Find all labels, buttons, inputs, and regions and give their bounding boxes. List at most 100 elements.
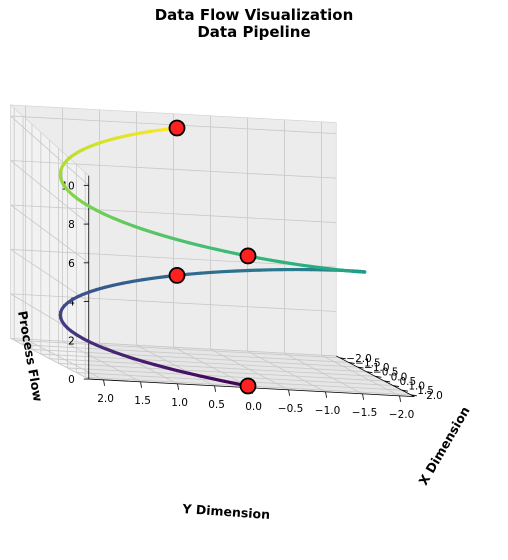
gridline-y-floor	[25, 338, 104, 381]
helix-segment	[187, 241, 203, 248]
helix-segment	[175, 368, 191, 375]
helix-segment	[290, 262, 304, 267]
y-tick-mark	[214, 385, 216, 392]
x-tick-mark	[410, 394, 417, 397]
y-tick-label: 2.0	[97, 393, 114, 405]
x-tick-mark	[357, 366, 364, 369]
gridline-z-side	[10, 115, 90, 186]
helix-segment	[121, 132, 135, 139]
y-tick-label: −0.5	[278, 403, 304, 415]
helix-segment	[141, 276, 156, 282]
helix-segment	[152, 231, 168, 238]
y-tick-mark	[288, 389, 290, 396]
helix-segment	[198, 374, 215, 381]
helix-segment	[112, 350, 125, 357]
helix-segment	[210, 269, 227, 274]
x-tick-label: 0.0	[391, 371, 408, 383]
helix-segment	[163, 234, 179, 242]
gridline-z-back	[10, 204, 337, 223]
highlight-point	[239, 377, 257, 395]
helix-segment	[257, 256, 273, 262]
helix-segment	[269, 258, 284, 264]
helix-segment	[131, 130, 146, 137]
gridline-y-floor	[62, 340, 141, 383]
x-tick-label: 1.0	[408, 381, 425, 393]
helix-segment	[163, 366, 179, 373]
helix-segment	[131, 356, 145, 364]
x-tick-mark	[375, 375, 382, 378]
y-tick-mark	[325, 391, 327, 398]
helix-segment	[112, 216, 125, 224]
x-tick-label: 1.5	[417, 385, 434, 397]
y-tick-mark	[140, 381, 142, 388]
helix-segment	[141, 359, 156, 367]
y-tick-mark	[399, 395, 401, 402]
x-tick-label: −1.0	[364, 362, 390, 374]
highlight-markers	[168, 119, 257, 395]
x-axis-label: X Dimension	[416, 404, 473, 488]
x-tick-mark	[392, 385, 400, 387]
gridline-y-floor	[247, 350, 326, 393]
y-tick-label: 1.5	[134, 395, 151, 407]
helix-segment	[131, 278, 146, 283]
helix-segment	[121, 220, 135, 228]
y-tick-label: −1.0	[315, 405, 341, 417]
x-tick-label: −2.0	[346, 353, 372, 365]
highlight-point	[239, 247, 257, 265]
helix-segment	[152, 127, 168, 133]
helix-segment	[279, 260, 294, 266]
chart-title: Data Flow Visualization	[155, 6, 354, 24]
highlight-point	[168, 267, 186, 284]
x-tick-label: −0.5	[373, 367, 399, 379]
y-tick-label: −1.5	[352, 407, 378, 419]
helix-segment	[121, 353, 135, 360]
helix-segment	[152, 275, 168, 280]
z-tick-label: 6	[68, 258, 75, 270]
x-tick-label: −1.5	[355, 357, 381, 369]
gridline-z-side	[10, 160, 90, 225]
gridline-y-floor	[210, 348, 289, 391]
z-tick-label: 4	[68, 297, 75, 309]
gridline-y-floor	[284, 352, 363, 395]
z-tick-label: 8	[68, 219, 75, 231]
tick-labels: 2.0 1.5 1.0 0.5 0.0 −0.5 −1.0 −1.5 −2.02.01.51.0…	[61, 180, 442, 421]
helix-segment	[187, 271, 203, 276]
y-tick-mark	[103, 379, 105, 386]
z-tick-label: 2	[68, 335, 75, 347]
y-tick-mark	[362, 393, 364, 400]
y-axis-label: Y Dimension	[181, 501, 271, 522]
helix-segment	[198, 244, 215, 251]
helix-segment	[141, 227, 156, 235]
gridline-y-floor	[321, 354, 400, 397]
x-tick-mark	[366, 371, 373, 374]
helix-segment	[112, 134, 125, 141]
y-tick-label: 0.0	[245, 401, 262, 413]
gridline-y-floor	[173, 346, 252, 389]
helix-segment	[121, 279, 135, 285]
helix-segment	[152, 362, 168, 370]
y-tick-label: 1.0	[171, 397, 188, 409]
gridline-z-back	[10, 293, 337, 312]
gridline-z-side	[10, 337, 89, 380]
helix-segment	[175, 237, 191, 245]
helix-series	[58, 126, 367, 388]
helix-segment	[222, 249, 238, 256]
gridline-z-side	[10, 204, 89, 264]
gridline-z-side	[10, 249, 89, 302]
chart-subtitle: Data Pipeline	[197, 23, 310, 41]
helix-segment	[210, 246, 227, 253]
gridline-z-back	[10, 249, 337, 268]
highlight-point	[168, 119, 186, 137]
helix-segment	[210, 377, 227, 383]
z-tick-label: 10	[61, 180, 74, 192]
x-tick-mark	[384, 380, 391, 383]
gridline-z-back	[10, 337, 337, 357]
helix-segment	[141, 129, 156, 135]
helix-segment	[131, 224, 145, 232]
y-tick-mark	[177, 383, 179, 390]
z-tick-label: 0	[68, 374, 75, 386]
x-tick-mark	[339, 357, 346, 360]
x-tick-label: 2.0	[426, 390, 443, 402]
helix-segment	[222, 379, 238, 386]
